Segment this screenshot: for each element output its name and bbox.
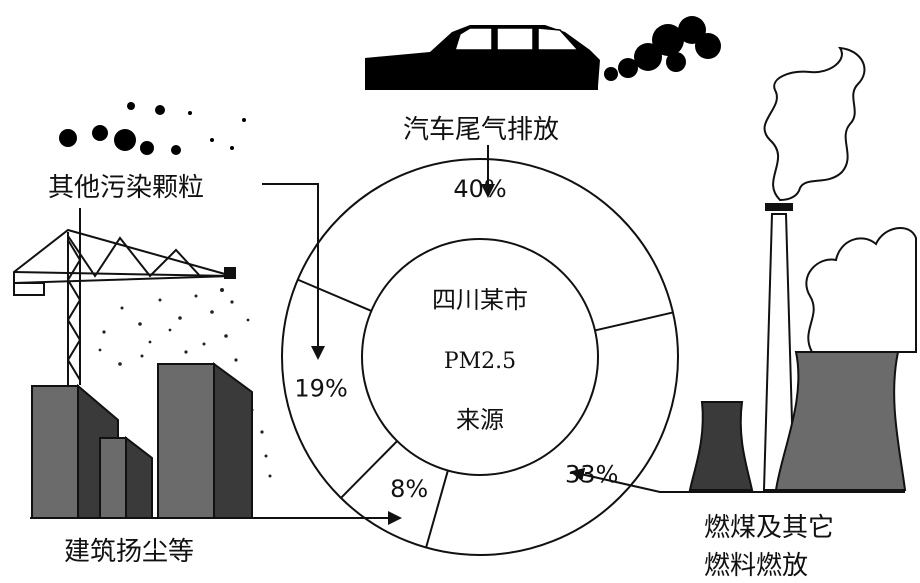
pie-divider-3 [340, 440, 398, 499]
pie-divider-2 [425, 470, 449, 548]
center-pm25: PM2.5 [444, 349, 516, 374]
label-construction-dust: 建筑扬尘等 [64, 537, 194, 567]
car-icon [365, 25, 600, 90]
factory-chimney-icon [762, 46, 866, 491]
cooling-tower-icon [688, 227, 917, 491]
crane-icon [13, 208, 236, 385]
dust-particles-icon [59, 102, 246, 155]
pie-divider-0 [297, 278, 372, 312]
construction-dust-particles [98, 288, 272, 478]
label-coal-line2: 燃料燃放 [704, 551, 808, 581]
label-other-particles: 其他污染颗粒 [48, 173, 204, 203]
pie-label-2: 8% [390, 475, 428, 503]
pie-inner-ring [361, 238, 599, 476]
arrow-other [262, 183, 325, 360]
buildings-icon [31, 362, 253, 519]
label-car-exhaust: 汽车尾气排放 [403, 115, 559, 145]
pie-label-3: 19% [294, 374, 347, 402]
smoke-puff-icon [604, 16, 721, 81]
pie-label-0: 40% [453, 175, 506, 203]
arrow-coal [570, 467, 905, 493]
center-title: 四川某市 [432, 286, 528, 314]
label-coal-line1: 燃煤及其它 [704, 513, 834, 543]
center-source: 来源 [456, 406, 504, 434]
pie-divider-1 [594, 311, 674, 332]
pie-chart: 40% 33% 8% 19% [281, 158, 679, 556]
pie-label-1: 33% [565, 460, 618, 488]
